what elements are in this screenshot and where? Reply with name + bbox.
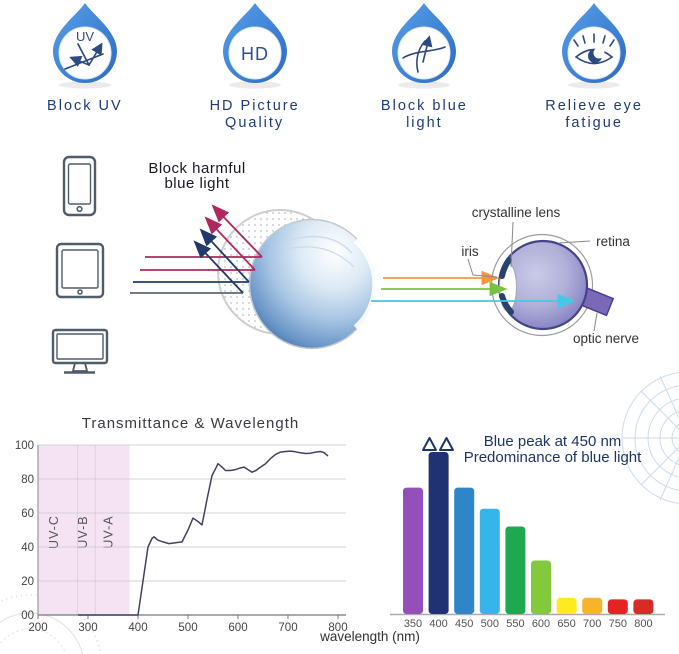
deflect-arrow-drop-icon (392, 3, 457, 89)
uv-band (95, 445, 130, 615)
feature-relieve-fatigue: Relieve eye fatigue (509, 0, 679, 132)
bar-label: 450 (455, 618, 473, 630)
spectrum-bar (479, 508, 500, 614)
label-connectors (467, 221, 598, 332)
uv-band-label: UV-B (76, 515, 90, 548)
uv-band-label: UV-C (47, 515, 61, 549)
y-tick-label: 100 (15, 440, 34, 452)
deflect-glyph (402, 35, 447, 73)
spectrum-bar (428, 452, 449, 614)
label-optic-nerve: optic nerve (573, 331, 639, 346)
uv-rays-glyph (64, 42, 104, 70)
contact-lens-graphic (217, 209, 380, 350)
spectrum-bar (582, 597, 603, 614)
spectrum-bar (633, 599, 654, 614)
blocked-rays (130, 204, 263, 294)
uv-band-label: UV-A (102, 515, 116, 548)
transmittance-chart-title: Transmittance & Wavelength (81, 415, 300, 432)
hd-glyph-text: HD (241, 44, 269, 64)
spectrum-bar (556, 597, 577, 614)
feature-block-blue: Block blue light (340, 0, 510, 132)
y-tick-label: 40 (21, 542, 34, 554)
feature-label-block-blue: Block blue light (380, 98, 468, 131)
bar-label: 600 (532, 618, 550, 630)
peak-marker-triangle (439, 437, 454, 451)
y-tick-label: 00 (21, 610, 34, 622)
feature-row: UV Block UV (0, 0, 679, 132)
bar-label: 350 (404, 618, 422, 630)
bar-label: 650 (557, 618, 575, 630)
label-retina: retina (596, 234, 630, 249)
x-tick-label: 400 (128, 622, 147, 634)
label-iris: iris (461, 244, 478, 259)
lens-eye-diagram: Block harmful blue light (51, 155, 639, 374)
y-tick-label: 80 (21, 474, 34, 486)
eye-moon-drop-icon (562, 3, 627, 89)
feature-label-block-uv: Block UV (47, 98, 123, 114)
monitor-icon (51, 328, 109, 374)
uv-glyph-text: UV (76, 29, 94, 44)
spectrum-bar (505, 526, 526, 614)
bar-chart-title: Blue peak at 450 nm Predominance of blue… (463, 433, 642, 466)
transmittance-chart: Transmittance & Wavelength UV-C UV-B UV-A 2… (13, 415, 368, 650)
transmittance-plot: UV-C UV-B UV-A 200 300 400 500 600 700 800 100 80 60… (15, 440, 348, 634)
eye-diagram (490, 233, 615, 337)
feature-label-relieve: Relieve eye fatigue (545, 98, 643, 131)
smartphone-icon (62, 155, 97, 217)
feature-label-hd: HD Picture Quality (209, 98, 300, 131)
spectrum-bar (607, 599, 628, 614)
y-tick-label: 20 (21, 576, 34, 588)
x-tick-label: 200 (28, 622, 47, 634)
feature-block-uv: UV Block UV (0, 0, 170, 132)
bar-label: 400 (429, 618, 447, 630)
x-tick-label: 600 (228, 622, 247, 634)
wavelength-axis-label: wavelength (nm) (320, 629, 420, 644)
bar-label: 550 (506, 618, 524, 630)
callout-line1: Block harmful (148, 160, 245, 177)
uv-band (78, 445, 96, 615)
bar-label: 800 (634, 618, 652, 630)
spectrum-bar (531, 560, 551, 614)
spectrum-bar (403, 487, 423, 614)
x-tick-label: 800 (328, 622, 347, 634)
x-tick-label: 700 (278, 622, 297, 634)
transmittance-curve (78, 450, 329, 616)
tablet-icon (55, 242, 105, 299)
y-tick-label: 60 (21, 508, 34, 520)
spectrum-plot: 350 400 450 500 550 600 650 700 750 800 (390, 437, 665, 630)
x-tick-label: 500 (178, 622, 197, 634)
label-crystalline-lens: crystalline lens (472, 205, 561, 220)
feature-hd-quality: HD HD Picture Quality (170, 0, 340, 132)
spectrum-bar-chart: Blue peak at 450 nm Predominance of blue… (390, 425, 679, 650)
uv-band (38, 445, 78, 615)
uv-drop-icon: UV (52, 3, 117, 89)
x-tick-label: 300 (78, 622, 97, 634)
eye-glyph (573, 33, 615, 65)
hd-drop-icon: HD (222, 3, 287, 89)
peak-marker-triangle (422, 437, 437, 451)
transmitted-rays (371, 270, 576, 309)
bar-label: 750 (609, 618, 627, 630)
spectrum-bar (454, 487, 475, 614)
bar-label: 500 (481, 618, 499, 630)
bar-label: 700 (583, 618, 601, 630)
callout-line2: blue light (164, 175, 229, 192)
